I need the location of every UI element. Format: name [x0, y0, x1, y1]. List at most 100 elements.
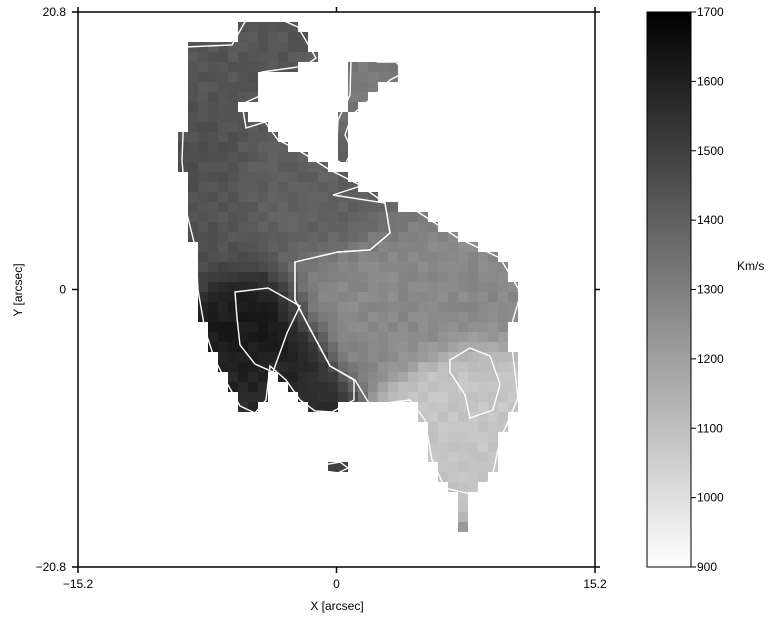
heatmap-cell: [218, 82, 228, 92]
heatmap-cell: [198, 252, 208, 262]
heatmap-cell: [488, 282, 498, 292]
heatmap-cell: [418, 392, 428, 402]
heatmap-cell: [228, 52, 238, 62]
heatmap-cell: [268, 202, 278, 212]
heatmap-cell: [348, 352, 358, 362]
heatmap-cell: [218, 152, 228, 162]
heatmap-cell: [258, 272, 268, 282]
heatmap-cell: [228, 212, 238, 222]
heatmap-cell: [328, 402, 338, 412]
heatmap-cell: [348, 312, 358, 322]
heatmap-cell: [258, 242, 268, 252]
heatmap-cell: [328, 262, 338, 272]
heatmap-cell: [368, 272, 378, 282]
heatmap-cell: [248, 72, 258, 82]
heatmap-cell: [178, 152, 188, 162]
heatmap-cell: [468, 322, 478, 332]
x-axis: −15.2 0 15.2: [63, 7, 607, 591]
heatmap-cell: [248, 362, 258, 372]
heatmap-cell: [428, 302, 438, 312]
heatmap-cell: [288, 322, 298, 332]
heatmap-cell: [238, 232, 248, 242]
heatmap-cell: [498, 352, 508, 362]
heatmap-cell: [198, 192, 208, 202]
heatmap-cell: [338, 232, 348, 242]
heatmap-cell: [448, 332, 458, 342]
heatmap-cell: [348, 72, 358, 82]
heatmap-cell: [408, 252, 418, 262]
heatmap-cell: [338, 292, 348, 302]
heatmap-cell: [278, 362, 288, 372]
heatmap-cell: [288, 42, 298, 52]
heatmap-cell: [418, 272, 428, 282]
heatmap-cell: [468, 482, 478, 492]
heatmap-cell: [398, 342, 408, 352]
heatmap-cell: [358, 342, 368, 352]
heatmap-cell: [338, 462, 348, 472]
heatmap-cell: [228, 132, 238, 142]
heatmap-cell: [348, 82, 358, 92]
heatmap-cell: [218, 232, 228, 242]
heatmap-cell: [468, 342, 478, 352]
heatmap-cell: [488, 382, 498, 392]
heatmap-cell: [298, 42, 308, 52]
heatmap-cell: [488, 342, 498, 352]
heatmap-cell: [228, 202, 238, 212]
heatmap-cell: [368, 202, 378, 212]
heatmap-cell: [208, 102, 218, 112]
heatmap-cell: [258, 132, 268, 142]
heatmap-cell: [338, 222, 348, 232]
colorbar-tick-label-2: 1100: [697, 421, 723, 435]
heatmap-cell: [298, 302, 308, 312]
heatmap-cell: [388, 212, 398, 222]
heatmap-cell: [278, 162, 288, 172]
colorbar-tick-label-5: 1400: [697, 213, 724, 227]
heatmap-cell: [398, 362, 408, 372]
heatmap-cell: [198, 272, 208, 282]
heatmap-cell: [458, 372, 468, 382]
heatmap-cell: [278, 152, 288, 162]
heatmap-cell: [278, 352, 288, 362]
heatmap-cell: [428, 392, 438, 402]
heatmap-cell: [188, 192, 198, 202]
heatmap-cell: [258, 22, 268, 32]
heatmap-cell: [208, 72, 218, 82]
heatmap-cell: [378, 382, 388, 392]
heatmap-cell: [468, 282, 478, 292]
heatmap-cell: [428, 232, 438, 242]
heatmap-cell: [328, 202, 338, 212]
heatmap-cell: [218, 202, 228, 212]
heatmap-cell: [228, 312, 238, 322]
heatmap-cell: [408, 262, 418, 272]
heatmap-cell: [418, 312, 428, 322]
heatmap-cell: [368, 212, 378, 222]
heatmap-cell: [328, 172, 338, 182]
heatmap-cell: [418, 232, 428, 242]
heatmap-cell: [348, 252, 358, 262]
heatmap-cell: [368, 332, 378, 342]
heatmap-cell: [348, 102, 358, 112]
heatmap-cell: [358, 202, 368, 212]
heatmap-cell: [258, 182, 268, 192]
heatmap-cell: [328, 212, 338, 222]
heatmap-cell: [238, 332, 248, 342]
heatmap-cell: [498, 372, 508, 382]
heatmap-cell: [208, 232, 218, 242]
heatmap-cell: [498, 392, 508, 402]
heatmap-cell: [258, 212, 268, 222]
heatmap-cell: [228, 342, 238, 352]
heatmap-cell: [218, 272, 228, 282]
heatmap-cell: [308, 402, 318, 412]
heatmap-cell: [358, 322, 368, 332]
heatmap-cell: [298, 372, 308, 382]
heatmap-cell: [498, 302, 508, 312]
heatmap-cell: [338, 182, 348, 192]
heatmap-cell: [248, 42, 258, 52]
heatmap-cell: [438, 282, 448, 292]
heatmap-cell: [388, 222, 398, 232]
heatmap-cell: [288, 272, 298, 282]
heatmap-cell: [368, 192, 378, 202]
heatmap-cell: [228, 382, 238, 392]
heatmap-cell: [458, 262, 468, 272]
heatmap-cell: [318, 232, 328, 242]
